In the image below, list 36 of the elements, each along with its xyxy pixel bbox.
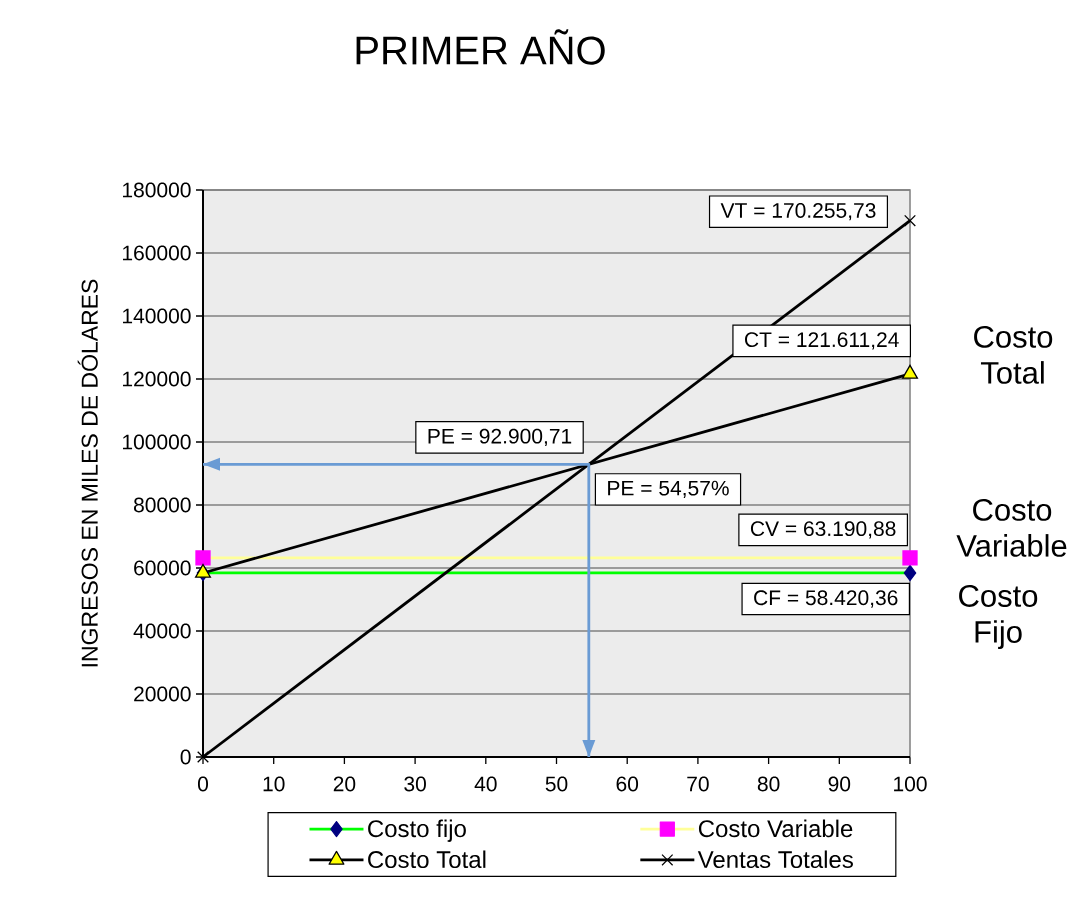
x-tick-label: 80 xyxy=(757,776,780,792)
annotation: VT = 170.255,73 xyxy=(720,203,876,221)
x-tick-label: 100 xyxy=(894,776,927,792)
y-tick-label: 140000 xyxy=(123,308,191,324)
x-tick-label: 10 xyxy=(263,776,285,792)
annotation: PE = 54,57% xyxy=(608,480,729,499)
y-tick-label: 180000 xyxy=(123,182,191,198)
chart-title: PRIMER AÑO xyxy=(356,29,605,65)
x-tick-label: 0 xyxy=(197,776,209,792)
x-tick-label: 50 xyxy=(545,776,568,792)
annotation: CV = 63.190,88 xyxy=(750,521,896,539)
x-tick-label: 70 xyxy=(687,776,709,792)
legend-label: Costo fijo xyxy=(368,819,466,842)
y-tick-label: 100000 xyxy=(123,434,191,450)
legend-label: Ventas Totales xyxy=(697,850,853,869)
x-tick-label: 20 xyxy=(333,776,356,792)
x-tick-label: 40 xyxy=(474,776,497,792)
legend-label: Costo Variable xyxy=(698,819,853,838)
legend-label: Costo Total xyxy=(368,850,486,869)
x-tick-label: 90 xyxy=(828,776,851,792)
x-tick-label: 60 xyxy=(616,776,639,792)
text: Costo Fijo xyxy=(959,584,1038,650)
y-tick-label: 160000 xyxy=(123,245,191,261)
annotation: CF = 58.420,36 xyxy=(754,590,898,608)
y-tick-label: 0 xyxy=(180,749,191,765)
annotation: PE = 92.900,71 xyxy=(428,428,572,447)
y-tick-label: 20000 xyxy=(134,686,191,702)
annotation: CT = 121.611,24 xyxy=(745,332,899,350)
y-axis-title: INGRESOS EN MILES DE DÓLARES xyxy=(77,279,98,667)
y-tick-label: 80000 xyxy=(133,497,191,513)
x-tick-label: 30 xyxy=(404,776,426,792)
text: Costo Variable xyxy=(956,498,1067,557)
y-tick-label: 120000 xyxy=(123,371,191,387)
y-tick-label: 40000 xyxy=(133,623,191,639)
y-tick-label: 60000 xyxy=(134,560,191,576)
text: Costo Total xyxy=(974,325,1053,384)
